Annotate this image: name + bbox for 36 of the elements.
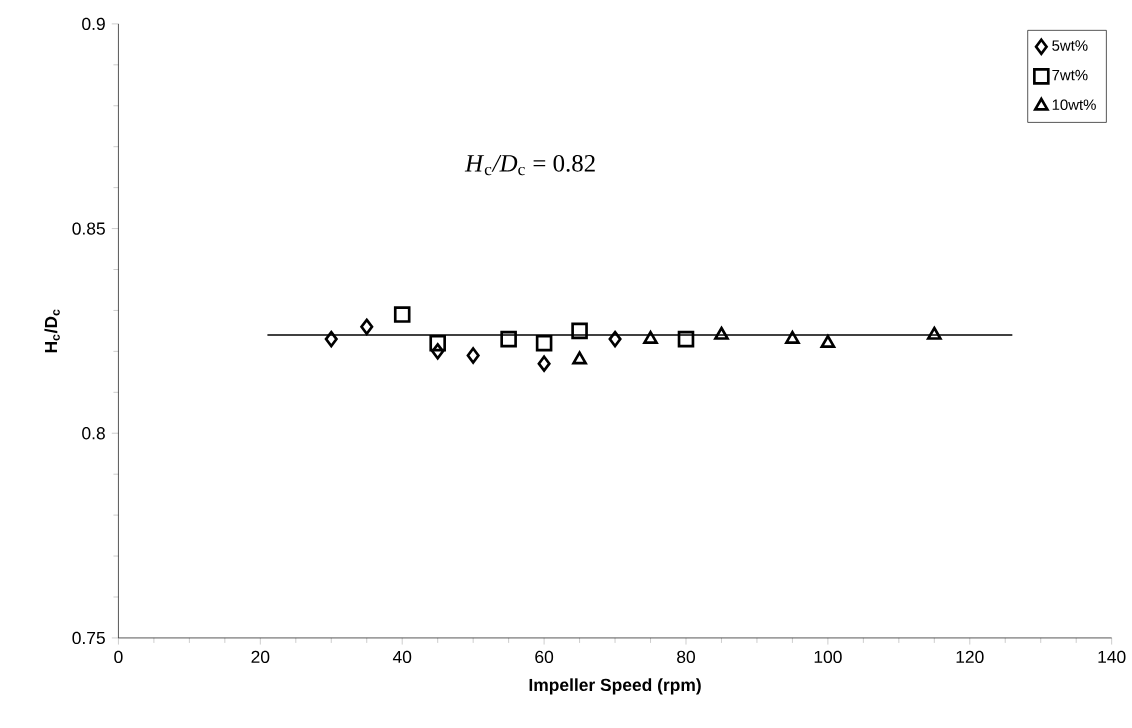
x-tick-label: 40	[392, 650, 412, 664]
y-tick-label: 0.8	[82, 427, 105, 440]
point	[571, 322, 588, 340]
point	[677, 331, 695, 348]
point	[643, 331, 658, 345]
y-axis-title: H$_{c}$/D$_{c}$	[44, 309, 60, 353]
x-tick-label: 0	[114, 650, 123, 664]
x-tick-label: 140	[1098, 650, 1126, 664]
legend-label: 5wt%	[1052, 40, 1088, 52]
y-tick-label: 0.9	[82, 17, 105, 31]
point	[926, 326, 942, 341]
point	[431, 343, 445, 360]
x-tick-label: 60	[535, 650, 554, 664]
annotation: H$_{c}$/D$_{c}$ = 0.82	[464, 155, 595, 176]
x-tick-label: 120	[956, 650, 984, 664]
point	[535, 335, 553, 352]
point	[608, 331, 622, 348]
y-tick-label: 0.75	[72, 632, 105, 645]
legend-label: 7wt%	[1052, 70, 1088, 81]
point	[537, 355, 551, 373]
x-axis-title: Impeller Speed (rpm)	[529, 678, 701, 695]
y-tick-label: 0.85	[72, 222, 105, 235]
point	[324, 331, 338, 348]
point	[466, 347, 480, 365]
point	[429, 335, 446, 352]
x-tick-label: 20	[251, 650, 270, 664]
point	[393, 306, 411, 324]
point	[572, 351, 587, 365]
point	[714, 326, 729, 341]
x-tick-label: 80	[677, 650, 695, 664]
point	[785, 331, 800, 345]
x-tick-label: 100	[814, 650, 842, 664]
point	[820, 335, 836, 349]
point	[360, 318, 374, 336]
legend-label: 10wt%	[1052, 99, 1096, 111]
point	[500, 331, 517, 348]
